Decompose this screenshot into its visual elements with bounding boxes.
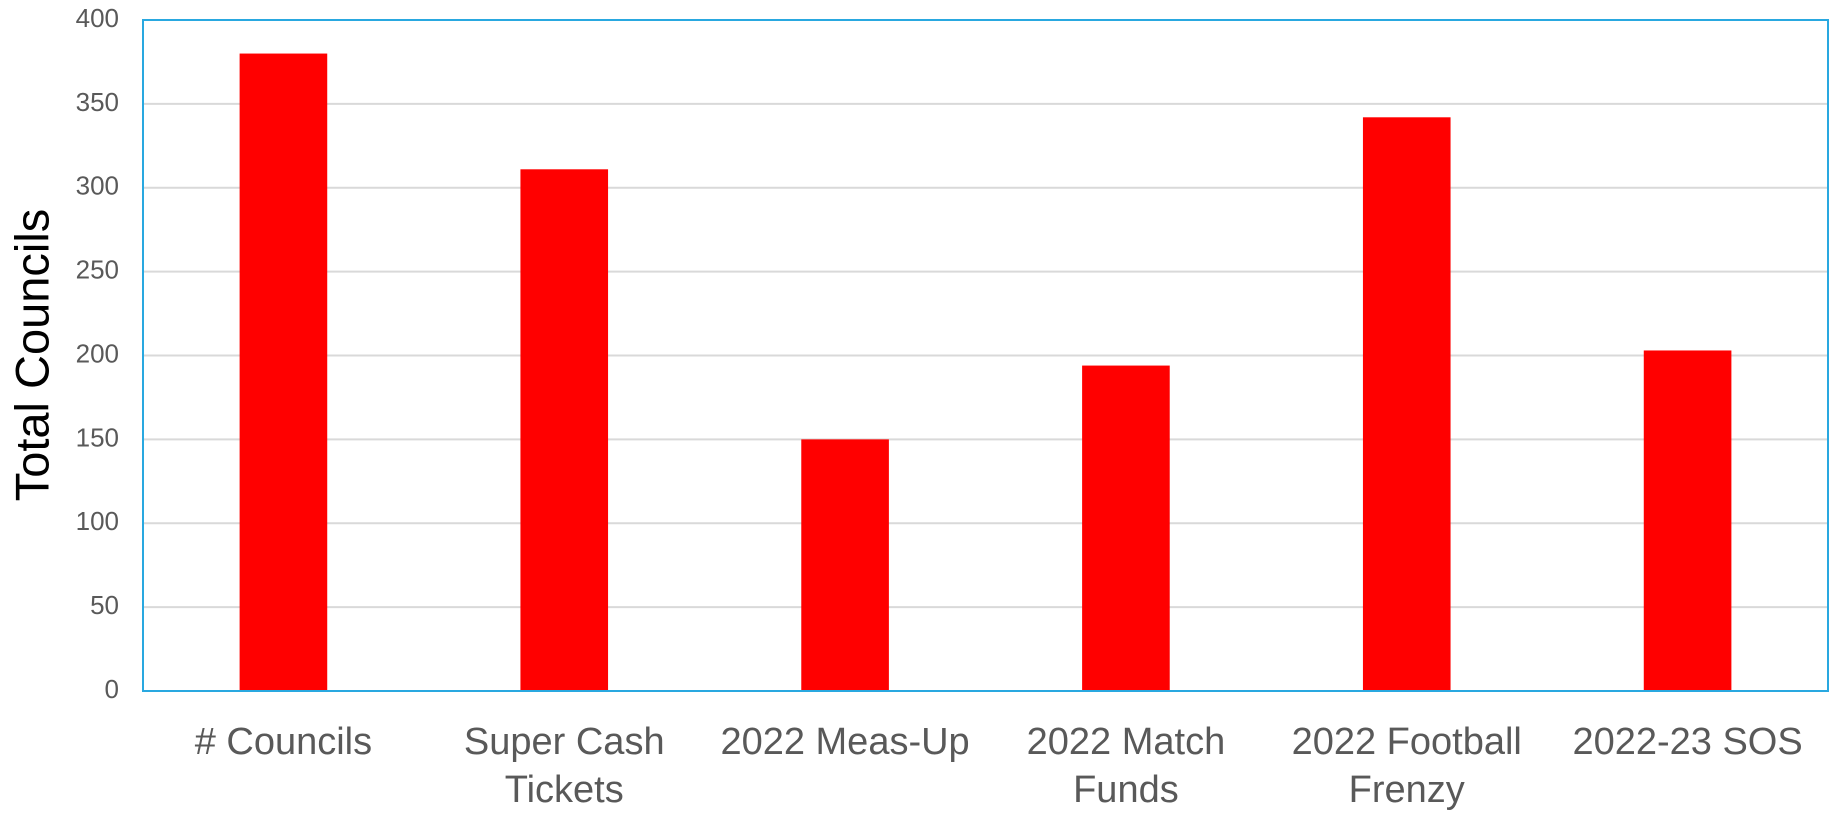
y-tick-label: 200 [76, 338, 119, 368]
x-tick-label: 2022 Meas-Up [720, 721, 970, 763]
y-tick-label: 250 [76, 255, 119, 285]
y-tick-label: 150 [76, 422, 119, 452]
y-tick-label: 50 [90, 590, 119, 620]
x-tick-label: Super Cash Tickets [463, 721, 665, 811]
bar [239, 53, 328, 692]
y-axis-title: Total Councils [5, 209, 58, 502]
x-tick-label: 2022-23 SOS [1572, 721, 1803, 763]
plot-border [142, 19, 1829, 692]
x-tick-label: 2022 Match Funds [1026, 721, 1226, 811]
bar [1082, 365, 1170, 691]
x-tick-label: 2022 Football Frenzy [1291, 721, 1522, 811]
bar [520, 169, 609, 692]
y-tick-label: 350 [76, 87, 119, 117]
x-tick-label: # Councils [194, 721, 373, 763]
bar [1362, 117, 1451, 692]
y-tick-label: 300 [76, 171, 119, 201]
bar [1643, 350, 1732, 691]
y-tick-label: 400 [76, 3, 119, 33]
bar [801, 439, 889, 691]
y-tick-label: 100 [76, 506, 119, 536]
y-tick-label: 0 [105, 674, 119, 704]
